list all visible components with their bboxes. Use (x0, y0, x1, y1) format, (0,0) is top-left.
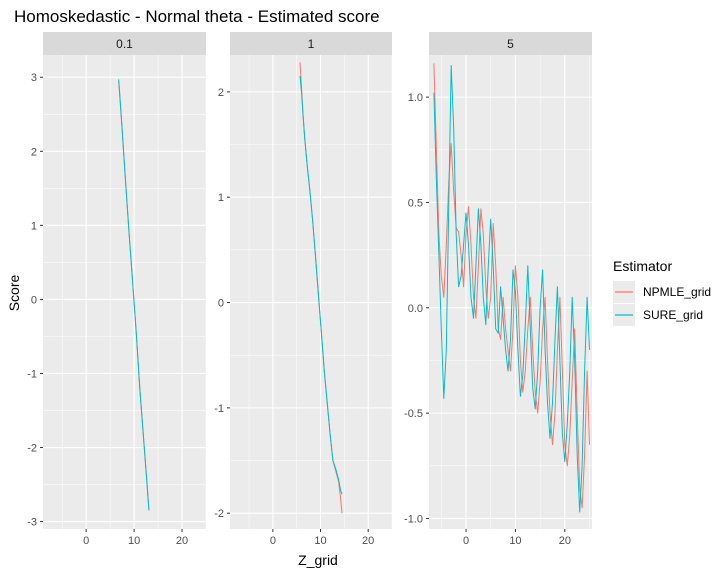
legend: Estimator NPMLE_grid SURE_grid (613, 258, 711, 326)
y-tick-label: -0.5 (404, 408, 423, 420)
facet-strip-label: 5 (507, 37, 514, 51)
legend-label: SURE_grid (643, 308, 703, 322)
legend-label: NPMLE_grid (643, 285, 711, 299)
y-tick-label: 0.0 (408, 303, 423, 315)
y-tick-label: -2 (214, 508, 224, 520)
y-tick-label: -1.0 (404, 513, 423, 525)
series-line-sure-grid (118, 79, 150, 511)
x-tick-label: 0 (83, 535, 89, 547)
y-tick-label: 1.0 (408, 92, 423, 104)
x-tick-label: 10 (128, 535, 140, 547)
x-tick-label: 20 (176, 535, 188, 547)
facet-strip-label: 0.1 (116, 37, 133, 51)
legend-title: Estimator (613, 258, 672, 274)
x-tick-label: 10 (509, 535, 521, 547)
series-line-sure-grid (299, 76, 343, 495)
facet-strip (230, 32, 392, 55)
y-tick-label: 0.5 (408, 197, 423, 209)
x-tick-label: 20 (559, 535, 571, 547)
facet-strip (429, 32, 592, 55)
facet-panel-5: 5 0 10 20 -1.0 -0.5 0.0 0.5 1.0 (404, 32, 592, 547)
y-tick-label: 2 (218, 87, 224, 99)
y-tick-label: 3 (31, 72, 37, 84)
y-tick-label: 1 (31, 220, 37, 232)
y-tick-label: -2 (27, 443, 37, 455)
y-tick-label: -1 (27, 368, 37, 380)
y-tick-label: 2 (31, 146, 37, 158)
legend-entry-npmle-grid: NPMLE_grid (613, 281, 711, 303)
y-tick-label: 1 (218, 192, 224, 204)
chart-title: Homoskedastic - Normal theta - Estimated… (14, 7, 380, 26)
y-tick-label: -1 (214, 403, 224, 415)
x-tick-label: 0 (270, 535, 276, 547)
legend-entries: NPMLE_grid SURE_grid (613, 281, 711, 326)
facet-panel-0.1: 0.1 0 10 20 -3 -2 -1 0 1 2 3 (27, 32, 207, 547)
x-tick-label: 10 (314, 535, 326, 547)
facet-strip-label: 1 (308, 37, 315, 51)
y-tick-label: 0 (31, 294, 37, 306)
facet-strip (43, 32, 206, 55)
x-tick-label: 0 (463, 535, 469, 547)
y-tick-label: 0 (218, 298, 224, 310)
x-tick-label: 20 (362, 535, 374, 547)
legend-entry-sure-grid: SURE_grid (613, 304, 703, 326)
panel-background (43, 55, 206, 529)
y-axis-title: Score (6, 275, 22, 312)
y-tick-label: -3 (27, 517, 37, 529)
series-line-npmle-grid (433, 63, 590, 509)
panel-background (230, 55, 392, 529)
series-line-sure-grid (433, 65, 590, 513)
x-axis-title: Z_grid (298, 552, 338, 568)
